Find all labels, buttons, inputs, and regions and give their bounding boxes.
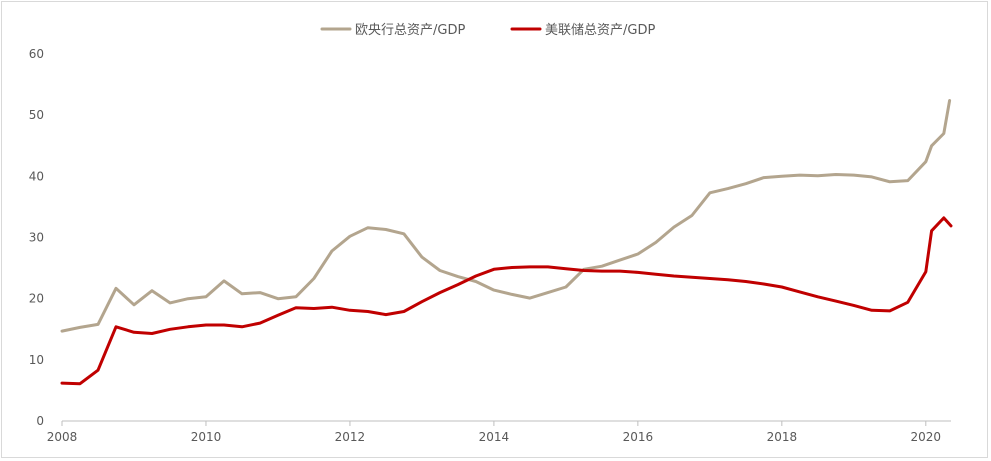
legend-item-1: 欧央行总资产/GDP xyxy=(320,23,465,38)
x-tick-label: 2014 xyxy=(479,430,510,444)
x-tick-label: 2020 xyxy=(911,430,942,444)
y-tick-label: 40 xyxy=(29,169,44,183)
x-tick-label: 2008 xyxy=(47,430,78,444)
x-tick-label: 2016 xyxy=(623,430,654,444)
series-layer xyxy=(60,99,953,386)
y-axis: 0 10 20 30 40 50 60 xyxy=(29,47,44,428)
y-tick-label: 0 xyxy=(36,414,44,428)
x-axis: 2008 2010 2012 2014 2016 2018 2020 xyxy=(47,420,951,444)
series-line-1 xyxy=(60,99,952,333)
y-tick-label: 50 xyxy=(29,108,44,122)
legend: 欧央行总资产/GDP 美联储总资产/GDP xyxy=(320,23,655,38)
legend-label: 美联储总资产/GDP xyxy=(545,23,655,38)
legend-label: 欧央行总资产/GDP xyxy=(355,23,465,38)
x-tick-label: 2018 xyxy=(767,430,798,444)
y-tick-label: 60 xyxy=(29,47,44,61)
series-line-2 xyxy=(60,216,953,386)
y-tick-label: 30 xyxy=(29,231,44,245)
x-tick-label: 2012 xyxy=(335,430,366,444)
x-tick-label: 2010 xyxy=(191,430,222,444)
y-tick-label: 20 xyxy=(29,292,44,306)
y-tick-label: 10 xyxy=(29,353,44,367)
legend-item-2: 美联储总资产/GDP xyxy=(510,23,655,38)
